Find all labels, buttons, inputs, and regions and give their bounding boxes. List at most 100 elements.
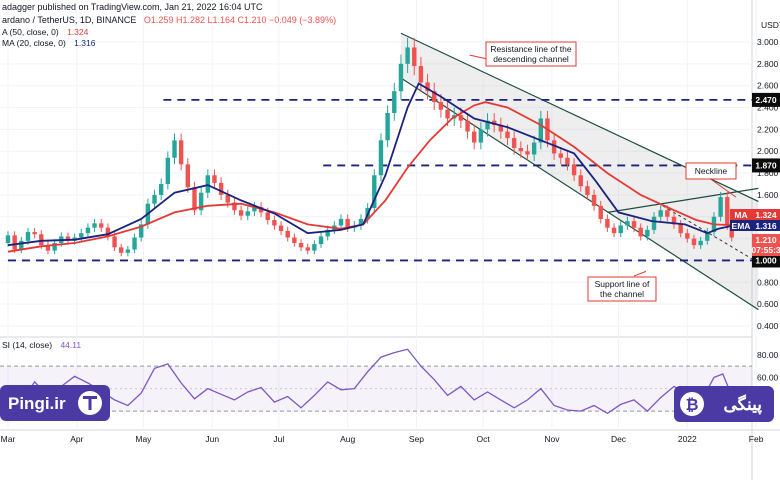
candle-body bbox=[338, 218, 344, 226]
level-tag-box bbox=[752, 253, 780, 268]
candle-body bbox=[578, 175, 583, 187]
candle-body bbox=[691, 238, 697, 246]
neckline-callout-text: Neckline bbox=[695, 166, 728, 176]
candle-body bbox=[152, 194, 157, 204]
candle-body bbox=[605, 218, 610, 228]
ma50-line bbox=[7, 101, 732, 253]
symbol-title[interactable]: ardano / TetherUS, 1D, BINANCE O1.259 H1… bbox=[2, 15, 336, 25]
rsi-legend[interactable]: SI (14, close) 44.11 bbox=[2, 340, 81, 350]
resistance-callout-text: Resistance line of the bbox=[490, 44, 572, 54]
price-tick-label: 0.800 bbox=[757, 277, 779, 287]
price-tick-label: 2.400 bbox=[757, 103, 779, 113]
ma50-legend[interactable]: A (50, close, 0) 1.324 bbox=[2, 27, 89, 37]
candle-body bbox=[85, 227, 91, 234]
candlesticks bbox=[5, 37, 734, 257]
candle-body bbox=[705, 232, 710, 241]
price-tags: 2.470 1.870 1.000 MA 1.324 EMA 1.316 1.21007:55… bbox=[730, 92, 780, 268]
price-tick-label: 0.600 bbox=[757, 299, 779, 309]
time-tick-label: 2022 bbox=[678, 434, 697, 444]
price-tag-box bbox=[752, 209, 780, 220]
candle-body bbox=[325, 229, 330, 237]
candle-body bbox=[651, 216, 657, 230]
grid-lines bbox=[0, 0, 757, 430]
candle-body bbox=[631, 221, 637, 228]
candle-body bbox=[39, 234, 44, 246]
watermark-left: Pingi.ir bbox=[0, 385, 110, 421]
candle-body bbox=[25, 232, 31, 241]
candle-body bbox=[358, 218, 364, 226]
price-tag-value: 1.210 bbox=[755, 235, 777, 245]
candle-body bbox=[345, 218, 350, 228]
candle-body bbox=[405, 47, 410, 64]
candle-body bbox=[485, 120, 490, 130]
price-tick-label: 2.200 bbox=[757, 124, 779, 134]
candle-body bbox=[79, 233, 84, 238]
candle-body bbox=[718, 197, 723, 217]
candle-body bbox=[225, 194, 230, 203]
level-tag-box bbox=[752, 158, 780, 173]
level-tag-box bbox=[752, 92, 780, 107]
time-tick-label: Sep bbox=[409, 434, 424, 444]
neckline bbox=[607, 187, 759, 213]
candle-body bbox=[458, 115, 464, 121]
candle-body bbox=[638, 227, 643, 237]
candle-body bbox=[611, 227, 617, 234]
candle-body bbox=[158, 184, 164, 195]
candle-body bbox=[618, 225, 623, 234]
candle-body bbox=[5, 235, 11, 243]
symbol-name: ardano / TetherUS, 1D, BINANCE bbox=[2, 15, 136, 25]
candle-body bbox=[12, 235, 17, 250]
candle-body bbox=[465, 120, 470, 132]
price-tag-box bbox=[752, 220, 780, 231]
candle-body bbox=[52, 242, 57, 251]
candle-body bbox=[432, 91, 437, 103]
publisher-line: adagger published on TradingView.com, Ja… bbox=[2, 2, 263, 12]
candle-body bbox=[725, 197, 730, 226]
price-tick-label: 1.600 bbox=[757, 190, 779, 200]
candle-body bbox=[298, 242, 304, 248]
candle-body bbox=[398, 63, 404, 92]
candle-body bbox=[478, 129, 484, 143]
dotted-trendline bbox=[662, 205, 759, 264]
candle-body bbox=[165, 157, 171, 184]
ema20-legend[interactable]: MA (20, close, 0) 1.316 bbox=[2, 38, 96, 48]
candle-body bbox=[92, 223, 97, 228]
price-tag-name: MA bbox=[734, 210, 747, 220]
candle-body bbox=[212, 175, 217, 183]
candle-body bbox=[285, 230, 290, 238]
candle-body bbox=[132, 237, 137, 250]
candle-body bbox=[511, 138, 517, 148]
time-axis[interactable]: Mar Apr May Jun Jul Aug Sep Oct Nov Dec 2022 Feb bbox=[1, 434, 764, 444]
candle-body bbox=[19, 240, 24, 250]
price-tag-box bbox=[752, 234, 780, 256]
candle-body bbox=[292, 237, 297, 243]
time-tick-label: May bbox=[135, 434, 152, 444]
candle-body bbox=[65, 236, 71, 241]
time-tick-label: Aug bbox=[340, 434, 355, 444]
ma50-label: A (50, close, 0) bbox=[2, 27, 59, 37]
watermark-right: ₿ پینگی bbox=[674, 386, 774, 422]
time-tick-label: Dec bbox=[611, 434, 627, 444]
price-tag-name-box bbox=[730, 209, 752, 220]
horizontal-levels bbox=[8, 98, 752, 262]
ma50-value: 1.324 bbox=[67, 27, 89, 37]
channel-shading bbox=[400, 33, 759, 310]
time-tick-label: Nov bbox=[544, 434, 560, 444]
candle-body bbox=[172, 140, 177, 158]
candle-body bbox=[571, 164, 577, 176]
support-callout-text: the channel bbox=[600, 289, 644, 299]
watermark-left-text: Pingi.ir bbox=[8, 394, 66, 413]
candle-body bbox=[412, 47, 417, 67]
price-tag-value: 1.324 bbox=[755, 210, 777, 220]
candle-body bbox=[438, 102, 444, 110]
candle-body bbox=[218, 182, 224, 195]
candle-body bbox=[312, 244, 317, 251]
price-tag-value: 1.316 bbox=[755, 221, 777, 231]
candle-body bbox=[518, 147, 524, 152]
candle-body bbox=[305, 247, 310, 251]
support-callout-text: Support line of bbox=[595, 279, 650, 289]
rsi-label: SI (14, close) bbox=[2, 340, 52, 350]
candle-body bbox=[205, 175, 210, 193]
